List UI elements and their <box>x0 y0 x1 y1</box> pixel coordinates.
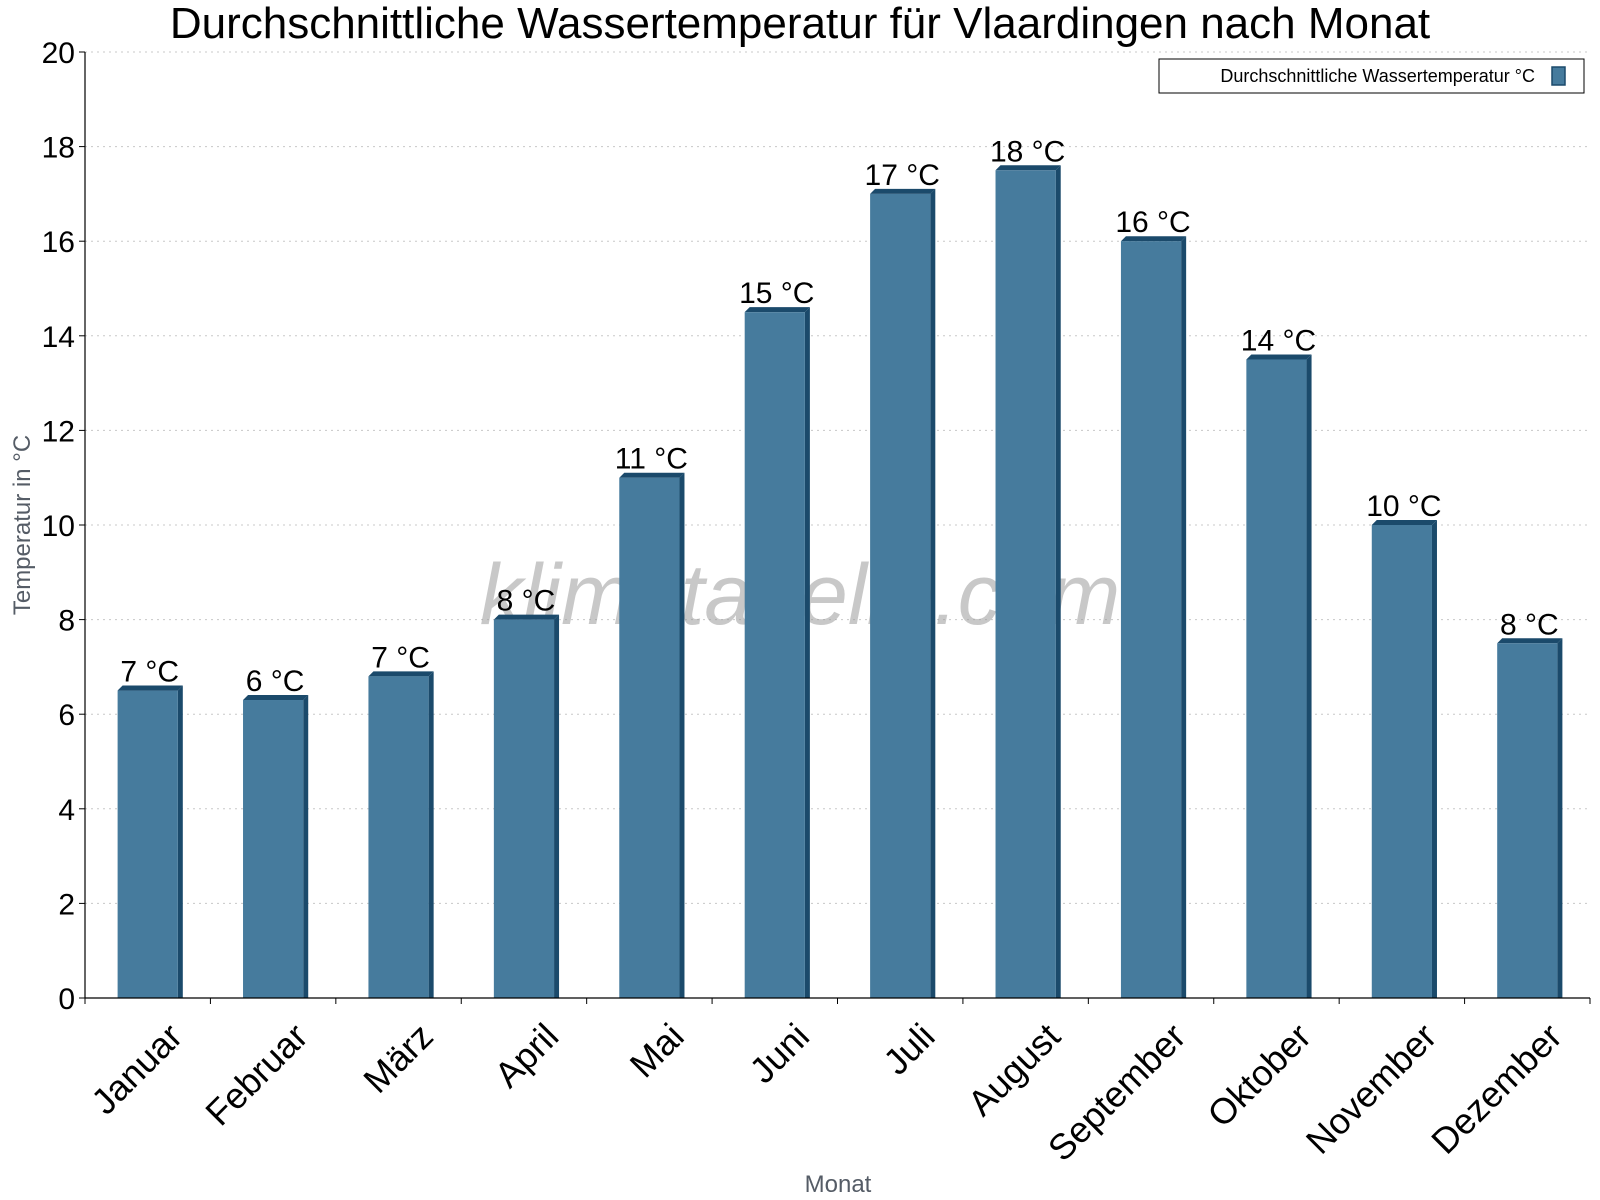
bar-side <box>1431 520 1437 998</box>
bar-top <box>619 472 685 478</box>
bar-top <box>243 695 309 701</box>
x-tick-label: September <box>1040 1015 1194 1169</box>
x-tick-label: Juni <box>741 1015 817 1091</box>
legend-label: Durchschnittliche Wassertemperatur °C <box>1220 66 1535 86</box>
value-label: 8 °C <box>1500 608 1559 641</box>
bar-front <box>1246 359 1307 998</box>
x-tick-label: April <box>486 1015 566 1095</box>
y-tick-label: 20 <box>42 37 75 70</box>
bar-front <box>1497 643 1558 998</box>
bar-top <box>493 614 560 620</box>
x-tick-label: Januar <box>83 1015 190 1122</box>
bar-top <box>368 671 434 677</box>
legend-swatch <box>1551 66 1566 86</box>
y-tick-label: 12 <box>42 415 75 448</box>
x-axis-title: Monat <box>805 1171 872 1198</box>
bar-front <box>1371 525 1432 998</box>
bar-top <box>1497 638 1563 644</box>
x-tick-label: Mai <box>622 1015 692 1085</box>
value-label: 18 °C <box>990 135 1065 168</box>
bar <box>1120 236 1187 998</box>
value-label: 11 °C <box>615 443 688 476</box>
bar-side <box>679 472 685 998</box>
bar-side <box>804 307 810 998</box>
bar-top <box>1246 354 1312 360</box>
bar <box>117 685 183 998</box>
bar-top <box>870 188 936 194</box>
bar-side <box>1306 354 1312 998</box>
y-tick-label: 16 <box>42 226 75 259</box>
bar-front <box>870 193 931 998</box>
axes <box>84 52 1591 1004</box>
bar-top <box>995 165 1061 171</box>
bar-front <box>995 170 1056 998</box>
y-tick-label: 4 <box>58 794 75 827</box>
y-tick-label: 18 <box>42 132 75 165</box>
bar-top <box>117 685 183 691</box>
bar <box>1497 638 1563 998</box>
bar-front <box>493 619 555 998</box>
value-label: 16 °C <box>1115 206 1190 239</box>
value-label: 10 °C <box>1366 490 1441 523</box>
bar <box>493 614 560 998</box>
bar-side <box>303 695 309 998</box>
bar-front <box>1120 241 1182 998</box>
bar-side <box>1181 236 1187 998</box>
y-axis-title: Temperatur in °C <box>9 435 36 615</box>
x-tick-label: Dezember <box>1423 1015 1569 1161</box>
bars <box>117 165 1563 998</box>
bar-side <box>1055 165 1061 998</box>
y-tick-label: 6 <box>58 699 75 732</box>
bar-front <box>368 676 429 998</box>
bar-top <box>1120 236 1187 242</box>
bar-side <box>930 188 936 998</box>
y-tick-label: 10 <box>42 510 75 543</box>
y-tick-label: 0 <box>58 983 75 1016</box>
x-axis-ticks: Januar Februar März April Mai Juni Juli AugustS… <box>83 1015 1569 1169</box>
value-label: 14 °C <box>1241 324 1316 357</box>
bar-front <box>117 690 178 998</box>
x-tick-label: März <box>355 1015 441 1101</box>
bar-front <box>243 700 304 998</box>
bar <box>619 472 685 998</box>
bar <box>870 188 936 998</box>
legend-box <box>1158 58 1585 94</box>
bar-front <box>619 477 680 998</box>
value-label: 17 °C <box>865 159 940 192</box>
value-label: 7 °C <box>120 656 179 689</box>
bar <box>243 695 309 998</box>
y-axis-ticks: 0 2 4 6 8 10 12 14 16 18 20 <box>42 37 85 1016</box>
bar <box>995 165 1061 998</box>
x-tick-label: August <box>960 1015 1068 1123</box>
x-tick-label: Februar <box>197 1015 315 1133</box>
bar-side <box>428 671 434 998</box>
bar <box>1371 520 1437 998</box>
value-label: 8 °C <box>497 585 556 618</box>
value-label: 7 °C <box>371 641 430 674</box>
chart-title: Durchschnittliche Wassertemperatur für V… <box>170 0 1430 48</box>
y-tick-label: 2 <box>58 888 75 921</box>
value-label: 6 °C <box>246 665 305 698</box>
bar-top <box>744 307 810 313</box>
y-tick-label: 14 <box>42 321 75 354</box>
bar-front <box>744 312 805 998</box>
legend: Durchschnittliche Wassertemperatur °C <box>1158 58 1585 94</box>
y-tick-label: 8 <box>58 605 75 638</box>
bar-side <box>554 614 560 998</box>
value-label: 15 °C <box>739 277 814 310</box>
x-tick-label: Oktober <box>1199 1015 1319 1135</box>
bar-top <box>1371 520 1437 525</box>
value-labels: 7 °C 6 °C 7 °C 8 °C 11 °C 15 °C 17 °C 18 °C 16 °… <box>120 135 1558 698</box>
bar-side <box>177 685 183 998</box>
bar-side <box>1557 638 1563 998</box>
x-tick-label: Juli <box>875 1015 942 1082</box>
bar <box>744 307 810 998</box>
bar <box>1246 354 1312 998</box>
gridlines <box>85 51 1590 904</box>
x-tick-label: November <box>1298 1015 1444 1161</box>
bar <box>368 671 434 998</box>
